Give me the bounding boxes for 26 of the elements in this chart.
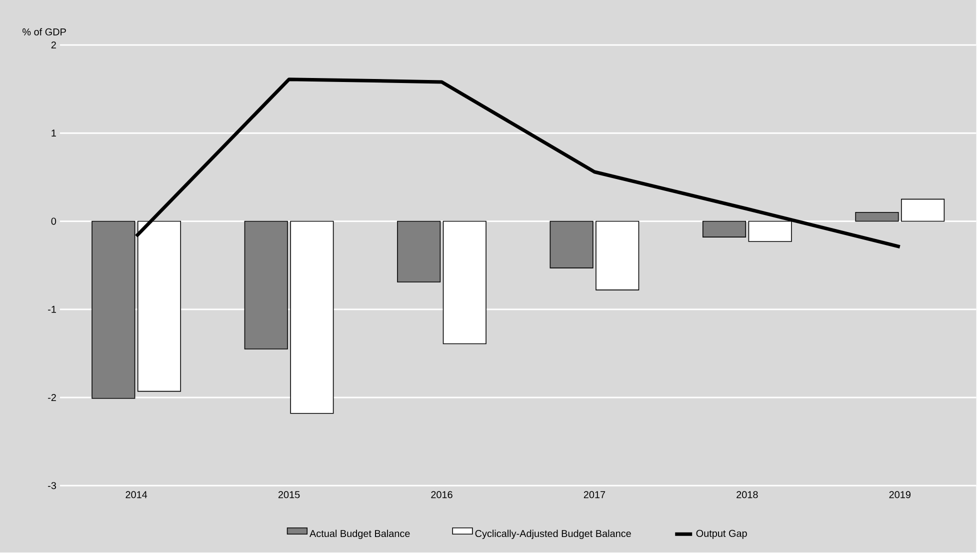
bar: [397, 221, 441, 283]
y-axis-title: % of GDP: [22, 28, 66, 36]
bar: [244, 221, 288, 350]
bar: [442, 221, 486, 344]
y-tick-label: -3: [48, 482, 56, 490]
bar: [596, 221, 640, 291]
legend-label: Cyclically-Adjusted Budget Balance: [475, 530, 631, 540]
y-tick-label: 1: [52, 130, 56, 137]
bar: [855, 212, 899, 222]
y-tick-label: -1: [48, 306, 56, 313]
x-tick-label: 2017: [584, 491, 606, 498]
y-tick-label: -2: [48, 394, 56, 402]
bar: [901, 199, 945, 222]
y-tick-label: 0: [51, 218, 56, 225]
x-tick-label: 2016: [431, 491, 452, 498]
bar: [290, 221, 334, 414]
bar: [702, 221, 746, 238]
x-tick-label: 2019: [889, 491, 911, 498]
x-tick-label: 2014: [126, 491, 148, 498]
bar: [748, 221, 792, 242]
x-tick-label: 2015: [278, 491, 300, 498]
y-tick-label: 2: [51, 42, 56, 49]
legend-label: Actual Budget Balance: [310, 530, 410, 540]
bar: [550, 221, 594, 269]
legend-label: Output Gap: [696, 530, 747, 540]
x-tick-label: 2018: [736, 491, 758, 498]
